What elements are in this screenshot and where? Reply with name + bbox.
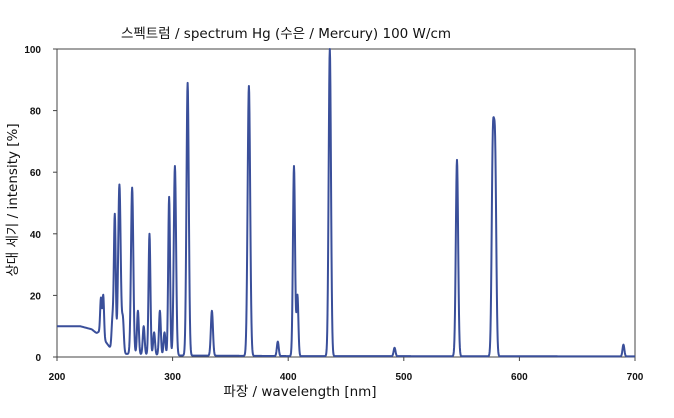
y-tick-label: 60 xyxy=(30,168,42,179)
y-tick-label: 20 xyxy=(30,291,42,302)
y-tick-label: 0 xyxy=(35,353,41,364)
x-axis-title: 파장 / wavelength [nm] xyxy=(223,384,376,400)
x-tick-label: 300 xyxy=(164,372,181,383)
x-tick-label: 400 xyxy=(280,372,297,383)
x-tick-label: 600 xyxy=(511,372,528,383)
x-tick-label: 500 xyxy=(395,372,412,383)
plot-frame xyxy=(56,48,636,358)
y-axis-ticks: 0 20 40 60 80 100 xyxy=(24,45,57,364)
y-tick-label: 40 xyxy=(30,230,42,241)
x-tick-label: 200 xyxy=(49,372,66,383)
chart-title: 스펙트럼 / spectrum Hg (수은 / Mercury) 100 W/… xyxy=(121,26,451,42)
y-tick-label: 80 xyxy=(30,107,42,118)
x-tick-label: 700 xyxy=(627,372,644,383)
y-axis-title: 상대 세기 / intensity [%] xyxy=(5,123,21,276)
x-axis-ticks: 200 300 400 500 600 700 xyxy=(49,357,644,383)
spectrum-series-line xyxy=(56,48,636,358)
y-tick-label: 100 xyxy=(24,45,41,56)
